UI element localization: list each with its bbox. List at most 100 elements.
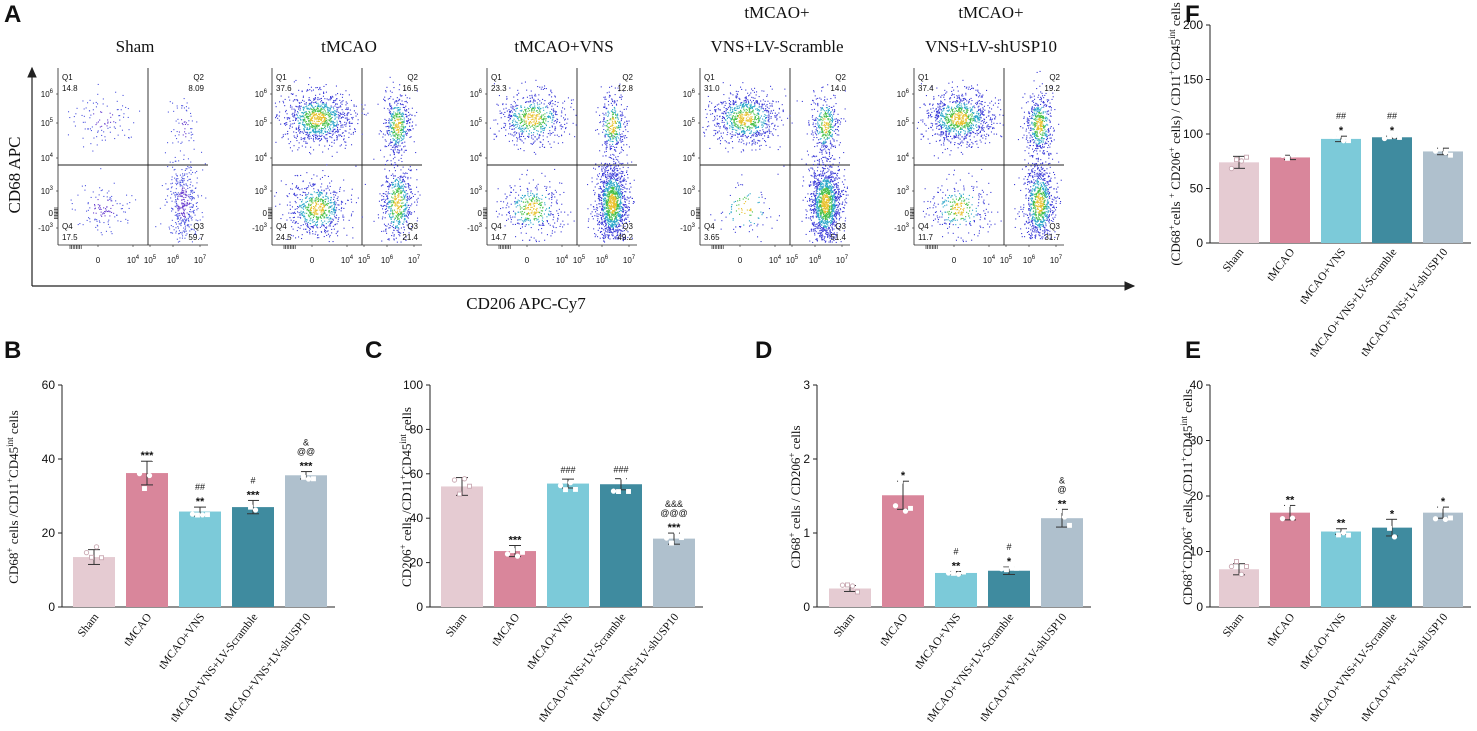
flow-x-tick: 106 bbox=[1023, 255, 1036, 265]
data-point bbox=[626, 489, 631, 494]
significance-marker: * bbox=[901, 470, 906, 482]
data-point bbox=[89, 554, 94, 560]
flow-x-tick: 107 bbox=[408, 255, 421, 265]
data-point bbox=[189, 511, 196, 517]
flow-plot-title: Sham bbox=[116, 37, 155, 56]
significance-marker: * bbox=[1390, 125, 1395, 137]
category-label: Sham bbox=[444, 611, 470, 639]
y-tick-label: 0 bbox=[803, 600, 810, 614]
flow-x-tick: 106 bbox=[167, 255, 180, 265]
quadrant-percent: 12.8 bbox=[617, 84, 633, 93]
quadrant-percent: 37.6 bbox=[276, 84, 292, 93]
category-label: tMCAO+VNS bbox=[1298, 246, 1349, 306]
flow-x-tick: 106 bbox=[809, 255, 822, 265]
data-point bbox=[1397, 518, 1402, 523]
quadrant-percent: 3.65 bbox=[704, 233, 720, 242]
significance-marker: ** bbox=[952, 560, 961, 572]
flow-y-tick: -103 bbox=[38, 223, 54, 233]
flow-y-tick: -103 bbox=[680, 223, 696, 233]
significance-marker: @@ bbox=[297, 447, 315, 457]
bar bbox=[126, 473, 168, 607]
y-tick-label: 30 bbox=[1190, 434, 1204, 448]
flow-x-tick: 107 bbox=[1050, 255, 1063, 265]
category-label: tMCAO+VNS bbox=[525, 611, 576, 671]
data-point bbox=[1238, 158, 1245, 164]
bar bbox=[1372, 137, 1412, 243]
significance-marker: *** bbox=[509, 535, 523, 547]
flow-y-tick: -103 bbox=[252, 223, 268, 233]
data-point bbox=[855, 589, 860, 595]
data-point bbox=[955, 571, 962, 577]
flow-plot-title: VNS+LV-Scramble bbox=[711, 37, 844, 56]
quadrant-name: Q2 bbox=[835, 73, 846, 82]
bar bbox=[882, 495, 924, 607]
data-point bbox=[1330, 133, 1337, 139]
data-point bbox=[673, 529, 680, 535]
flow-y-tick: 103 bbox=[897, 186, 910, 196]
quadrant-name: Q1 bbox=[918, 73, 929, 82]
data-point bbox=[1340, 530, 1347, 536]
bar bbox=[1423, 512, 1463, 607]
data-point bbox=[951, 570, 956, 576]
flow-y-tick: 104 bbox=[470, 153, 483, 163]
quadrant-name: Q4 bbox=[491, 222, 502, 231]
flow-y-tick: 103 bbox=[683, 186, 696, 196]
significance-marker: ## bbox=[195, 482, 205, 492]
bar bbox=[494, 551, 536, 607]
bar bbox=[232, 507, 274, 607]
significance-marker: ** bbox=[196, 496, 205, 508]
data-point bbox=[898, 478, 903, 484]
quadrant-percent: 24.5 bbox=[276, 233, 292, 242]
quadrant-name: Q3 bbox=[622, 222, 633, 231]
bar bbox=[935, 572, 977, 607]
flow-y-tick: 0 bbox=[478, 209, 483, 218]
panel-a: A CD68 APC CD206 APC-Cy7 Sham Q1 14.8 Q2 8.0… bbox=[4, 1, 1136, 313]
data-point bbox=[1279, 516, 1286, 522]
y-tick-label: 80 bbox=[410, 422, 424, 436]
category-label: tMCAO bbox=[122, 611, 155, 648]
data-point bbox=[93, 544, 100, 550]
data-point bbox=[1004, 567, 1009, 573]
y-tick-label: 20 bbox=[42, 526, 56, 540]
y-tick-label: 50 bbox=[1190, 182, 1204, 196]
flow-y-tick: 106 bbox=[470, 89, 483, 99]
y-tick-label: 0 bbox=[48, 600, 55, 614]
data-point bbox=[1057, 508, 1062, 513]
flow-events bbox=[702, 82, 849, 243]
quadrant-name: Q1 bbox=[491, 73, 502, 82]
significance-marker: ** bbox=[1058, 498, 1067, 510]
quadrant-name: Q1 bbox=[62, 73, 73, 82]
category-label: tMCAO+VNS+LV-Scramble bbox=[1307, 246, 1399, 359]
bar bbox=[547, 483, 589, 607]
data-point bbox=[305, 476, 312, 482]
quadrant-name: Q4 bbox=[918, 222, 929, 231]
quadrant-name: Q3 bbox=[193, 222, 204, 231]
data-point bbox=[457, 491, 462, 497]
data-point bbox=[1442, 516, 1449, 523]
quadrant-percent: 21.4 bbox=[402, 233, 418, 242]
data-point bbox=[1330, 526, 1337, 532]
flow-x-tick: 0 bbox=[525, 256, 530, 265]
data-point bbox=[1295, 152, 1300, 157]
category-label: Sham bbox=[1221, 611, 1247, 639]
data-point bbox=[514, 553, 521, 559]
flow-y-tick: 106 bbox=[255, 89, 268, 99]
flow-events bbox=[274, 76, 421, 243]
data-point bbox=[1228, 563, 1235, 570]
quadrant-percent: 14.7 bbox=[491, 233, 507, 242]
flow-plots: Sham Q1 14.8 Q2 8.09 Q3 59.7 Q4 17.5 106 105 104 103… bbox=[38, 3, 1064, 265]
category-label: tMCAO+VNS+LV-shUSP10 bbox=[1359, 246, 1451, 359]
data-point bbox=[849, 583, 856, 589]
bar bbox=[988, 570, 1030, 607]
category-label: tMCAO bbox=[878, 611, 911, 648]
flow-events bbox=[67, 83, 207, 243]
flow-x-tick: 105 bbox=[144, 255, 157, 265]
data-point bbox=[1448, 152, 1453, 158]
flow-x-tick: 104 bbox=[341, 255, 354, 265]
bar bbox=[1423, 151, 1463, 243]
flow-y-tick: 0 bbox=[691, 209, 696, 218]
significance-marker: ## bbox=[1387, 111, 1397, 121]
flow-plot-title: tMCAO bbox=[321, 37, 377, 56]
y-tick-label: 10 bbox=[1190, 545, 1204, 559]
flow-events bbox=[489, 79, 635, 243]
